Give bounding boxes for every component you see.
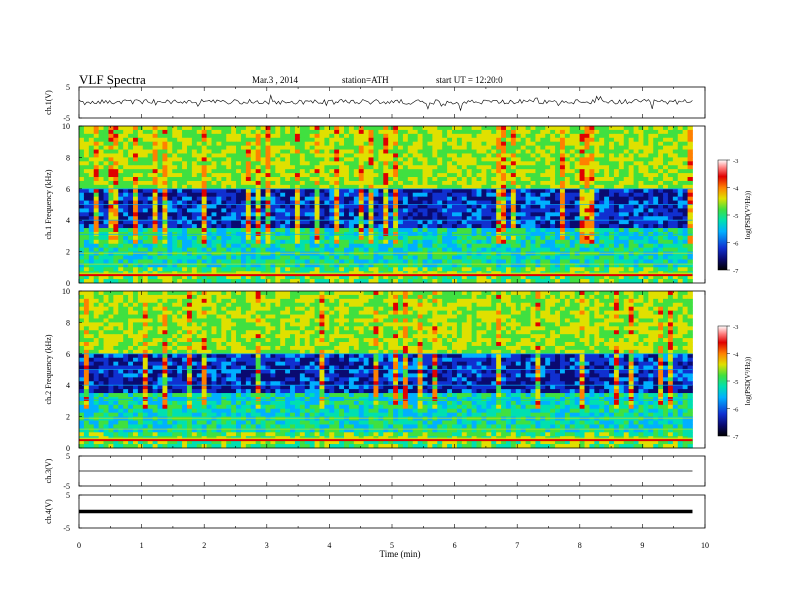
y-tick-label: 8 <box>66 318 70 327</box>
panel-ch3-waveform: 5 -5 ch.3(V) <box>44 452 706 491</box>
colorbar-tick-label: -3 <box>733 324 738 331</box>
colorbar-tick-label: -6 <box>733 241 739 248</box>
y-axis-label: ch.3(V) <box>44 458 53 483</box>
x-tick-label: 7 <box>515 541 519 550</box>
x-tick-label: 2 <box>202 541 206 550</box>
panel-ch1-waveform: 5 -5 ch.1(V) <box>44 83 706 123</box>
colorbar-tick-label: -7 <box>733 268 739 275</box>
colorbar-tick-label: -7 <box>733 434 739 441</box>
colorbar-tick-label: -4 <box>733 186 739 193</box>
colorbar-tick-label: -3 <box>733 158 738 165</box>
y-tick-label: -5 <box>63 114 70 123</box>
y-axis-label: ch.4(V) <box>44 499 53 524</box>
x-axis: 0 1 2 3 4 5 6 7 8 9 10 <box>77 541 709 550</box>
colorbar-tick-label: -5 <box>733 379 738 386</box>
date-label: Mar.3 , 2014 <box>252 75 298 85</box>
y-tick-label: 5 <box>66 452 70 461</box>
y-tick-label: 10 <box>62 287 70 296</box>
colorbar-ch2: -3 -4 -5 -6 -7 log(PSD(V²/Hz)) <box>717 324 752 441</box>
y-tick-label: -5 <box>63 524 70 533</box>
y-tick-label: 4 <box>66 216 70 225</box>
figure-title: VLF Spectra <box>79 72 146 87</box>
y-tick-label: 5 <box>66 83 70 92</box>
colorbar-label-ch1: log(PSD(V²/Hz)) <box>744 190 752 239</box>
y-tick-label: 8 <box>66 153 70 162</box>
colorbar-tick-label: -4 <box>733 352 739 359</box>
x-tick-label: 10 <box>701 541 709 550</box>
x-tick-label: 4 <box>327 541 331 550</box>
colorbar-tick-label: -5 <box>733 213 738 220</box>
x-tick-label: 6 <box>453 541 457 550</box>
x-tick-label: 9 <box>640 541 644 550</box>
y-axis-label: ch.1 Frequency (kHz) <box>44 169 53 239</box>
station-label: station=ATH <box>342 75 389 85</box>
y-axis-label: ch.1(V) <box>44 90 53 115</box>
waveform-trace <box>78 94 693 112</box>
x-tick-label: 8 <box>578 541 582 550</box>
colorbar-label-ch2: log(PSD(V²/Hz)) <box>744 356 752 405</box>
panel-ch2-spectrogram: 10 8 6 4 2 0 ch.2 Frequency (kHz) <box>44 287 706 453</box>
y-tick-label: 2 <box>66 413 70 422</box>
start-time-label: start UT = 12:20:0 <box>436 75 503 85</box>
y-tick-label: 6 <box>66 185 70 194</box>
y-axis-label: ch.2 Frequency (kHz) <box>44 334 53 404</box>
y-tick-label: 2 <box>66 248 70 257</box>
panel-frame <box>78 86 706 119</box>
colorbar-tick-label: -6 <box>733 407 739 414</box>
x-tick-label: 3 <box>265 541 269 550</box>
y-tick-label: -5 <box>63 482 70 491</box>
x-tick-label: 5 <box>390 541 394 550</box>
x-tick-label: 1 <box>140 541 144 550</box>
y-tick-label: 6 <box>66 350 70 359</box>
panel-ch1-spectrogram: 10 8 6 4 2 0 ch.1 Frequency (kHz) <box>44 122 706 288</box>
y-tick-label: 10 <box>62 122 70 131</box>
y-tick-label: 0 <box>66 444 70 453</box>
x-tick-label: 0 <box>77 541 81 550</box>
y-tick-label: 4 <box>66 381 70 390</box>
panel-ch4-waveform: 5 -5 ch.4(V) <box>44 491 706 533</box>
x-axis-label: Time (min) <box>380 549 421 559</box>
y-tick-label: 0 <box>66 279 70 288</box>
y-tick-label: 5 <box>66 491 70 500</box>
colorbar-ch1: -3 -4 -5 -6 -7 log(PSD(V²/Hz)) <box>717 158 752 275</box>
